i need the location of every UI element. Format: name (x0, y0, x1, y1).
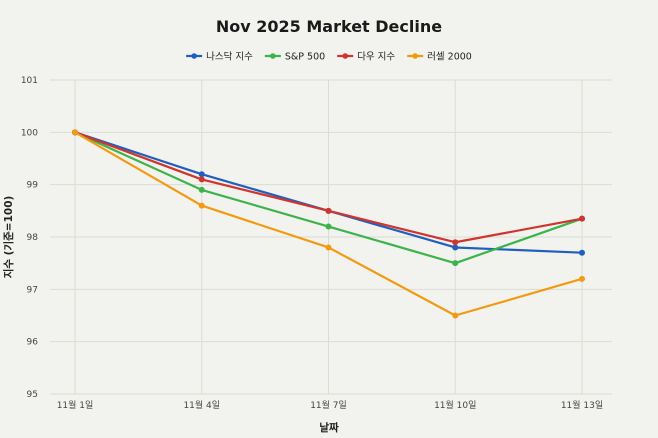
x-tick-label: 11월 13일 (561, 399, 603, 411)
legend-marker (270, 53, 276, 59)
legend-label: 다우 지수 (357, 52, 395, 63)
x-axis-ticks: 11월 1일 11월 4일 11월 7일 11월 10일 11월 13일 (57, 399, 603, 411)
legend-marker (191, 53, 197, 59)
data-point (579, 249, 585, 256)
legend-item: 러셀 2000 (407, 52, 472, 63)
y-tick-label: 95 (27, 390, 38, 400)
chart-title: Nov 2025 Market Decline (216, 17, 442, 36)
data-point (452, 244, 459, 251)
x-tick-label: 11월 10일 (434, 399, 476, 411)
data-point (198, 171, 205, 178)
x-tick-label: 11월 4일 (183, 399, 220, 411)
series-3 (72, 129, 585, 319)
y-tick-label: 100 (21, 128, 38, 138)
x-tick-label: 11월 7일 (310, 399, 347, 411)
y-tick-label: 96 (27, 338, 39, 348)
data-point (72, 129, 78, 136)
y-tick-label: 98 (27, 233, 39, 243)
data-point (198, 186, 205, 193)
y-axis-ticks: 95 96 97 98 99 100 101 (21, 76, 38, 400)
data-point (198, 202, 205, 209)
data-point (325, 207, 332, 214)
x-tick-label: 11월 1일 (57, 399, 94, 411)
legend-marker (342, 53, 348, 59)
y-tick-label: 99 (27, 181, 39, 191)
series-lines (72, 129, 585, 319)
y-tick-label: 97 (27, 285, 38, 295)
legend-item: 나스닥 지수 (186, 52, 253, 63)
y-tick-label: 101 (21, 76, 38, 86)
data-point (579, 215, 585, 222)
legend-marker (412, 53, 418, 59)
y-axis-label: 지수 (기준=100) (2, 196, 15, 279)
legend: 나스닥 지수 S&P 500 다우 지수 러셀 2000 (186, 52, 472, 63)
data-point (452, 239, 459, 246)
data-point (452, 312, 459, 319)
legend-label: 러셀 2000 (427, 52, 472, 63)
legend-item: 다우 지수 (337, 52, 395, 63)
data-point (198, 176, 205, 183)
data-point (452, 260, 459, 267)
data-point (325, 244, 332, 251)
legend-label: 나스닥 지수 (206, 52, 253, 63)
legend-label: S&P 500 (285, 52, 325, 63)
data-point (579, 275, 585, 282)
legend-item: S&P 500 (264, 52, 325, 63)
data-point (325, 223, 332, 230)
x-axis-label: 날짜 (319, 421, 339, 434)
